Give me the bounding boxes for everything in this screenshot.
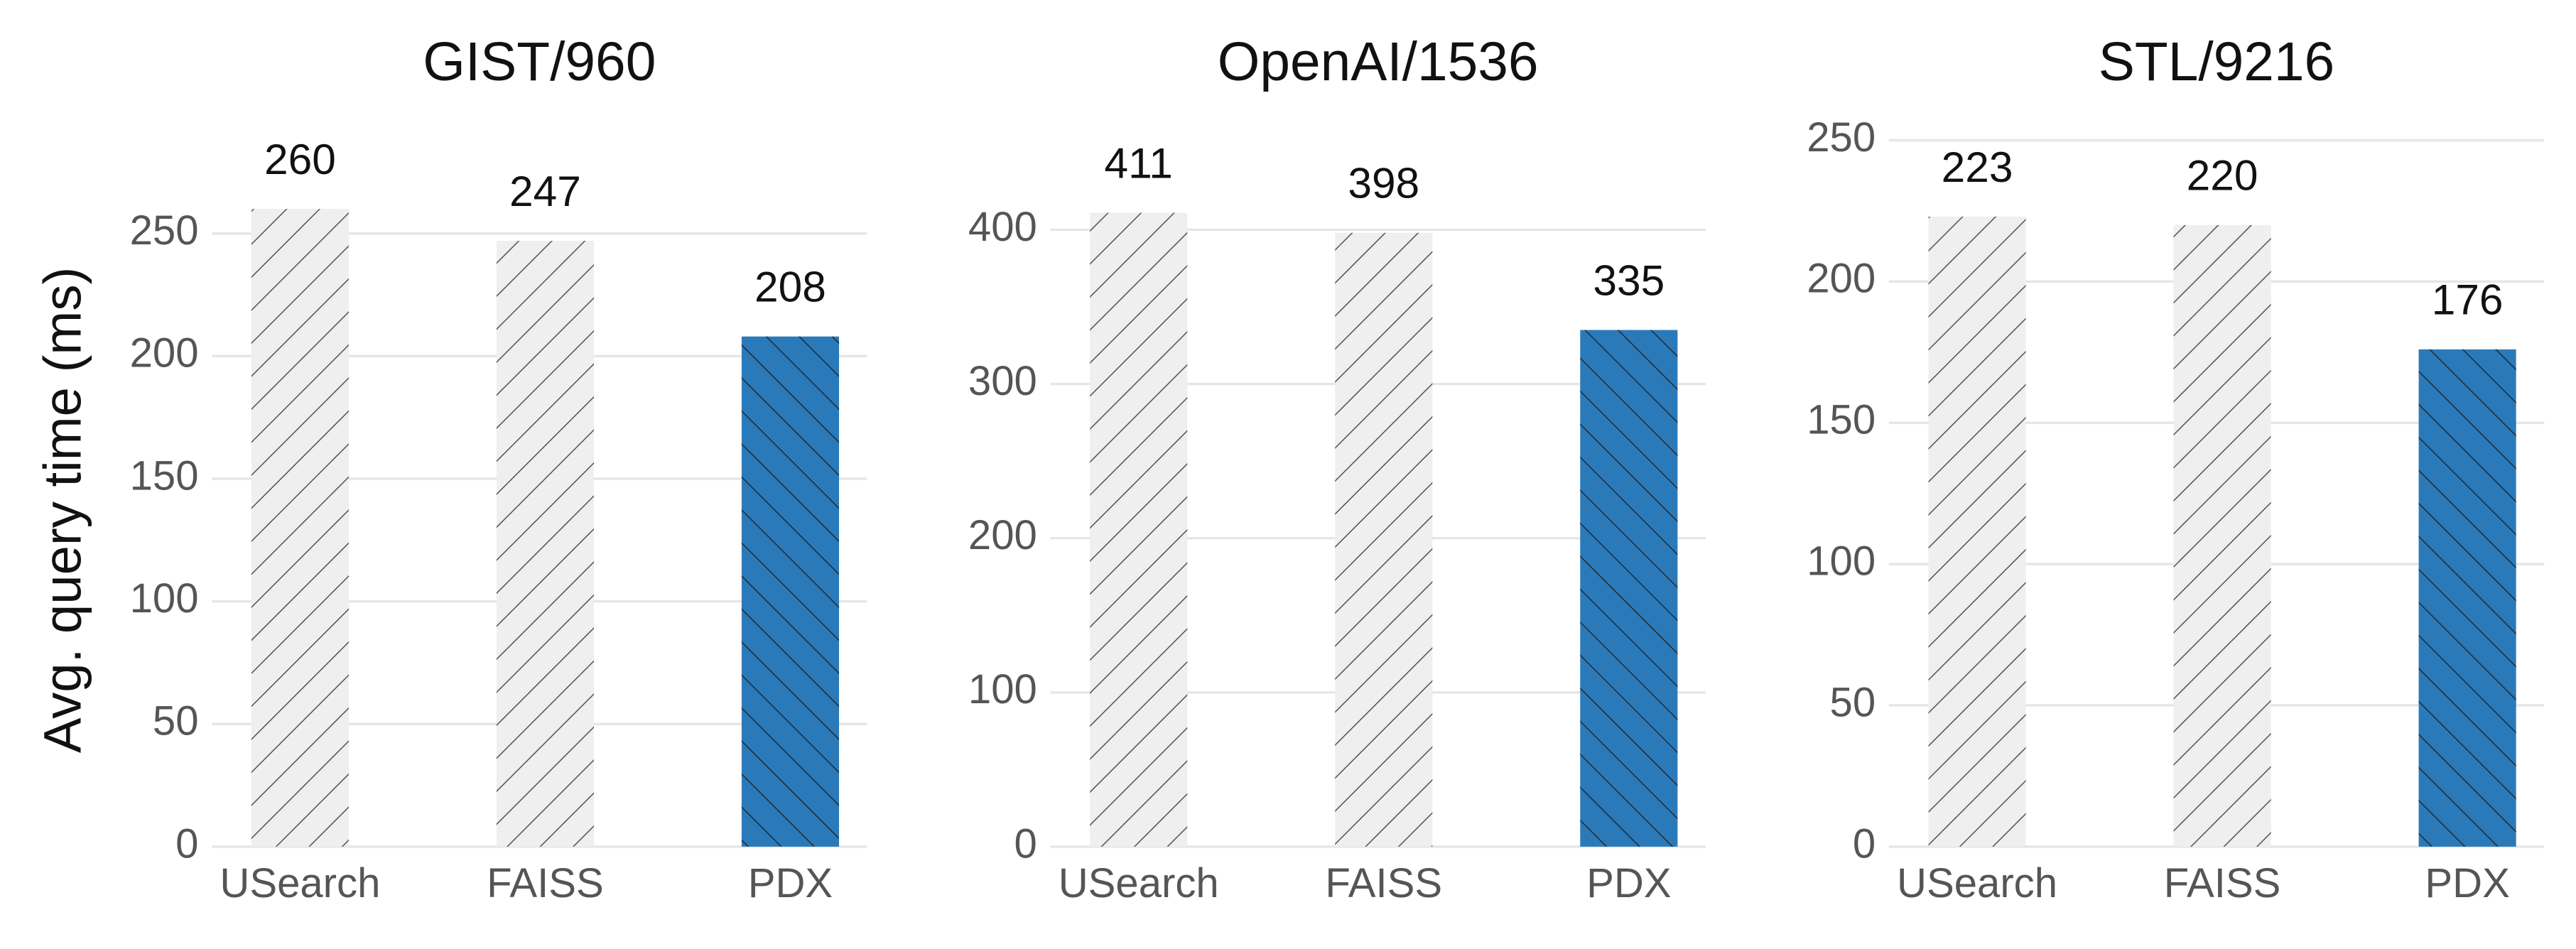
value-label: 220 — [2187, 151, 2258, 200]
y-tick-label: 400 — [968, 204, 1037, 250]
x-tick-label: FAISS — [2164, 860, 2281, 906]
y-tick-label: 200 — [1807, 256, 1876, 302]
y-tick-label: 100 — [130, 575, 199, 622]
value-label: 176 — [2432, 276, 2504, 324]
bar-hatch — [1928, 216, 2026, 847]
bar-hatch — [741, 336, 840, 847]
chart-title: GIST/960 — [423, 32, 656, 92]
x-tick-label: USearch — [1059, 860, 1219, 906]
chart-title: STL/9216 — [2099, 32, 2334, 92]
y-tick-label: 0 — [175, 820, 198, 867]
y-tick-label: 250 — [130, 207, 199, 254]
y-tick-label: 300 — [968, 358, 1037, 404]
x-tick-label: FAISS — [1325, 860, 1442, 906]
y-tick-label: 0 — [1014, 820, 1037, 867]
bar-hatch — [2418, 349, 2516, 847]
bar-hatch — [2173, 224, 2271, 847]
y-tick-label: 50 — [1830, 679, 1876, 725]
value-label: 411 — [1105, 139, 1173, 187]
bar-hatch — [496, 241, 594, 847]
y-tick-label: 100 — [968, 666, 1037, 712]
y-tick-label: 150 — [130, 452, 199, 499]
y-tick-label: 200 — [968, 512, 1037, 558]
x-tick-label: USearch — [1897, 860, 2057, 906]
value-label: 208 — [754, 263, 826, 311]
bar-hatch — [1335, 232, 1433, 847]
y-axis-label: Avg. query time (ms) — [33, 267, 92, 753]
y-tick-label: 200 — [130, 330, 199, 376]
chart-title: OpenAI/1536 — [1218, 32, 1539, 92]
x-tick-label: PDX — [748, 860, 833, 906]
value-label: 247 — [509, 167, 581, 215]
y-tick-label: 50 — [153, 698, 199, 744]
y-tick-label: 100 — [1807, 538, 1876, 585]
x-tick-label: PDX — [2425, 860, 2509, 906]
bar-hatch — [251, 209, 349, 847]
x-tick-label: USearch — [220, 860, 380, 906]
y-tick-label: 0 — [1853, 820, 1876, 867]
value-label: 398 — [1348, 159, 1419, 207]
x-tick-label: PDX — [1586, 860, 1671, 906]
value-label: 223 — [1942, 143, 2013, 191]
value-label: 260 — [264, 135, 336, 183]
y-tick-label: 150 — [1807, 397, 1876, 443]
value-label: 335 — [1593, 256, 1665, 304]
bar-hatch — [1580, 330, 1678, 847]
y-tick-label: 250 — [1807, 114, 1876, 161]
x-tick-label: FAISS — [487, 860, 604, 906]
bar-hatch — [1090, 212, 1188, 847]
